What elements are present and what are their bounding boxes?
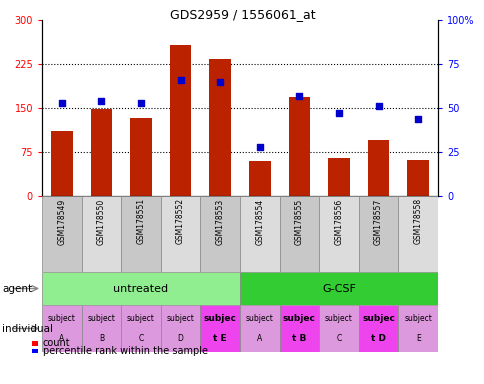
Bar [288, 98, 310, 196]
Text: count: count [43, 338, 71, 349]
Text: subject: subject [166, 314, 194, 323]
Bar [81, 305, 121, 352]
Text: GSM178550: GSM178550 [97, 198, 106, 245]
Bar [42, 305, 81, 352]
Text: subject: subject [245, 314, 273, 323]
Point [295, 93, 302, 99]
Point [256, 144, 263, 150]
Text: subjec: subjec [282, 314, 315, 323]
Bar [130, 118, 151, 196]
Bar [91, 109, 112, 196]
Bar [51, 131, 73, 196]
Text: untreated: untreated [113, 283, 168, 293]
Bar [397, 305, 437, 352]
Text: t E: t E [213, 334, 227, 343]
Text: GSM178556: GSM178556 [334, 198, 343, 245]
Text: GDS2959 / 1556061_at: GDS2959 / 1556061_at [169, 8, 315, 21]
Text: D: D [177, 334, 183, 343]
Text: GSM178553: GSM178553 [215, 198, 224, 245]
Point [176, 77, 184, 83]
Text: GSM178557: GSM178557 [373, 198, 382, 245]
Text: subject: subject [127, 314, 154, 323]
Text: C: C [138, 334, 143, 343]
Text: E: E [415, 334, 420, 343]
Text: subjec: subjec [362, 314, 394, 323]
Text: subject: subject [324, 314, 352, 323]
Bar [161, 196, 200, 272]
Bar [42, 272, 240, 305]
Text: agent: agent [2, 283, 32, 293]
Text: subject: subject [87, 314, 115, 323]
Text: subject: subject [48, 314, 76, 323]
Bar [328, 158, 349, 196]
Bar [397, 196, 437, 272]
Text: individual: individual [2, 323, 53, 333]
Bar [358, 305, 397, 352]
Bar [209, 59, 230, 196]
Bar [407, 160, 428, 196]
Text: B: B [99, 334, 104, 343]
Bar [42, 196, 81, 272]
Bar [318, 196, 358, 272]
Text: t B: t B [291, 334, 306, 343]
Point [374, 103, 382, 109]
Bar [248, 161, 270, 196]
Text: percentile rank within the sample: percentile rank within the sample [43, 346, 208, 356]
Text: GSM178549: GSM178549 [57, 198, 66, 245]
Text: subjec: subjec [203, 314, 236, 323]
Bar [121, 305, 161, 352]
Point [137, 100, 145, 106]
Point [413, 116, 421, 122]
Point [58, 100, 65, 106]
Text: GSM178554: GSM178554 [255, 198, 264, 245]
Text: t D: t D [370, 334, 385, 343]
Bar [240, 196, 279, 272]
Bar [200, 305, 240, 352]
Text: GSM178558: GSM178558 [413, 198, 422, 244]
Bar [240, 305, 279, 352]
Text: C: C [336, 334, 341, 343]
Point [334, 110, 342, 116]
Bar [279, 305, 318, 352]
Bar [367, 140, 389, 196]
Point [97, 98, 105, 104]
Text: GSM178551: GSM178551 [136, 198, 145, 244]
Point [216, 79, 224, 85]
Bar [161, 305, 200, 352]
Bar [358, 196, 397, 272]
Bar [81, 196, 121, 272]
Text: subject: subject [404, 314, 431, 323]
Bar [121, 196, 161, 272]
Bar [240, 272, 437, 305]
Bar [279, 196, 318, 272]
Text: A: A [59, 334, 64, 343]
Text: G-CSF: G-CSF [321, 283, 355, 293]
Text: A: A [257, 334, 262, 343]
Bar [318, 305, 358, 352]
Bar [169, 45, 191, 196]
Text: GSM178555: GSM178555 [294, 198, 303, 245]
Bar [200, 196, 240, 272]
Text: GSM178552: GSM178552 [176, 198, 185, 244]
